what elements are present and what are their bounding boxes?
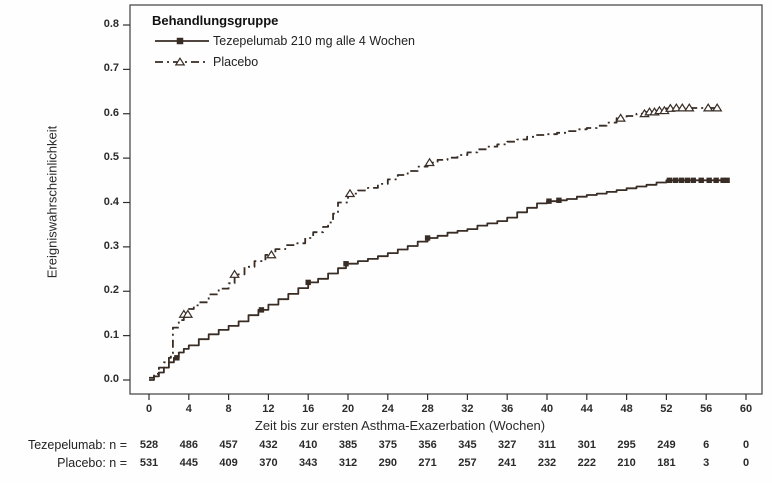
censor-mark-triangle bbox=[615, 113, 626, 122]
censor-mark-triangle bbox=[266, 249, 277, 259]
risk-value-tezepelumab: 301 bbox=[577, 439, 596, 451]
y-tick-label: 0.0 bbox=[103, 373, 119, 385]
risk-value-placebo: 531 bbox=[139, 457, 159, 469]
censor-mark-square bbox=[258, 307, 265, 313]
censor-mark-triangle bbox=[684, 103, 695, 112]
x-tick-label: 40 bbox=[540, 403, 554, 415]
x-tick-label: 16 bbox=[302, 403, 315, 415]
risk-value-tezepelumab: 410 bbox=[299, 439, 318, 451]
x-tick-label: 12 bbox=[262, 403, 275, 415]
censor-mark-triangle bbox=[344, 188, 356, 198]
risk-value-tezepelumab: 311 bbox=[538, 439, 556, 451]
censor-mark-square bbox=[684, 177, 690, 184]
censor-mark-square bbox=[678, 177, 685, 184]
censor-mark-triangle bbox=[711, 103, 723, 112]
curve-placebo bbox=[149, 107, 718, 379]
x-tick-label: 4 bbox=[185, 403, 192, 415]
risk-value-tezepelumab: 356 bbox=[418, 439, 437, 451]
x-tick-label: 20 bbox=[341, 403, 355, 415]
censor-mark-square bbox=[556, 197, 562, 203]
censor-mark-square bbox=[174, 355, 180, 361]
risk-row-label-placebo: Placebo: n = bbox=[57, 456, 127, 470]
y-axis-title: Ereigniswahrscheinlichkeit bbox=[44, 125, 60, 279]
risk-value-tezepelumab: 249 bbox=[657, 439, 676, 451]
risk-value-placebo: 409 bbox=[219, 457, 238, 469]
censor-mark-square bbox=[343, 261, 349, 267]
y-tick-label: 0.2 bbox=[103, 284, 119, 297]
x-tick-label: 0 bbox=[145, 403, 153, 415]
y-tick-label: 0.8 bbox=[103, 18, 119, 30]
x-axis-title: Zeit bis zur ersten Asthma-Exazerbation … bbox=[254, 418, 546, 433]
risk-value-tezepelumab: 345 bbox=[458, 439, 477, 451]
y-tick-label: 0.5 bbox=[103, 151, 119, 164]
risk-value-placebo: 257 bbox=[458, 457, 477, 469]
censor-mark-square bbox=[690, 177, 696, 184]
risk-value-tezepelumab: 0 bbox=[742, 439, 750, 451]
censor-mark-square bbox=[305, 279, 311, 286]
x-tick-label: 60 bbox=[739, 403, 753, 415]
y-tick-label: 0.1 bbox=[103, 328, 119, 341]
censor-mark-square bbox=[672, 177, 679, 184]
x-tick-label: 24 bbox=[381, 403, 394, 415]
risk-row-label-tezepelumab: Tezepelumab: n = bbox=[27, 438, 127, 452]
censor-mark-square bbox=[724, 177, 730, 184]
risk-value-placebo: 222 bbox=[577, 457, 596, 469]
risk-value-placebo: 241 bbox=[498, 457, 517, 469]
x-tick-label: 28 bbox=[421, 403, 434, 415]
legend-marker-square bbox=[176, 37, 184, 45]
risk-value-tezepelumab: 295 bbox=[617, 439, 636, 451]
risk-value-tezepelumab: 486 bbox=[179, 439, 198, 451]
y-tick-label: 0.4 bbox=[103, 195, 119, 208]
legend-label-tezepelumab: Tezepelumab 210 mg alle 4 Wochen bbox=[213, 34, 415, 48]
risk-value-placebo: 370 bbox=[259, 457, 278, 469]
y-tick-label: 0.3 bbox=[103, 239, 119, 252]
x-tick-label: 48 bbox=[620, 403, 633, 415]
censor-mark-square bbox=[546, 198, 552, 204]
x-tick-label: 56 bbox=[700, 403, 713, 415]
risk-value-tezepelumab: 457 bbox=[219, 439, 238, 451]
y-tick-label: 0.7 bbox=[103, 62, 119, 75]
risk-value-placebo: 210 bbox=[617, 457, 636, 469]
censor-mark-triangle bbox=[671, 103, 682, 112]
censor-mark-square bbox=[698, 177, 704, 184]
x-tick-label: 32 bbox=[461, 403, 474, 415]
risk-value-tezepelumab: 432 bbox=[259, 439, 278, 451]
risk-value-tezepelumab: 327 bbox=[498, 439, 517, 451]
censor-mark-triangle bbox=[229, 269, 240, 278]
risk-value-placebo: 312 bbox=[338, 457, 358, 469]
censor-mark-triangle bbox=[424, 157, 435, 167]
censor-mark-square bbox=[706, 177, 712, 184]
risk-value-placebo: 445 bbox=[179, 457, 198, 469]
legend-title: Behandlungsgruppe bbox=[152, 13, 279, 28]
risk-value-placebo: 271 bbox=[418, 457, 437, 469]
censor-mark-square bbox=[720, 177, 726, 184]
risk-value-placebo: 290 bbox=[378, 457, 397, 469]
risk-value-placebo: 181 bbox=[657, 457, 676, 469]
censor-mark-triangle bbox=[677, 103, 688, 112]
curve-tezepelumab bbox=[149, 179, 728, 381]
risk-value-tezepelumab: 375 bbox=[378, 439, 397, 451]
censor-mark-square bbox=[713, 177, 719, 184]
legend-marker-triangle bbox=[174, 57, 186, 66]
censor-mark-square bbox=[424, 235, 431, 241]
risk-value-placebo: 343 bbox=[299, 457, 318, 469]
risk-value-placebo: 232 bbox=[537, 457, 557, 469]
risk-value-tezepelumab: 385 bbox=[338, 439, 358, 451]
x-tick-label: 8 bbox=[225, 403, 232, 415]
censor-mark-square bbox=[666, 177, 673, 184]
censor-mark-triangle bbox=[182, 309, 194, 318]
y-tick-label: 0.6 bbox=[103, 106, 119, 119]
plot-frame bbox=[129, 4, 763, 395]
x-tick-label: 52 bbox=[660, 403, 673, 415]
legend-label-placebo: Placebo bbox=[213, 55, 259, 69]
risk-value-placebo: 3 bbox=[703, 457, 710, 469]
risk-value-tezepelumab: 6 bbox=[703, 439, 710, 451]
risk-value-placebo: 0 bbox=[742, 457, 750, 469]
risk-value-tezepelumab: 528 bbox=[139, 439, 159, 451]
x-tick-label: 36 bbox=[501, 403, 514, 415]
x-tick-label: 44 bbox=[580, 403, 593, 415]
censor-mark-triangle bbox=[702, 103, 714, 112]
